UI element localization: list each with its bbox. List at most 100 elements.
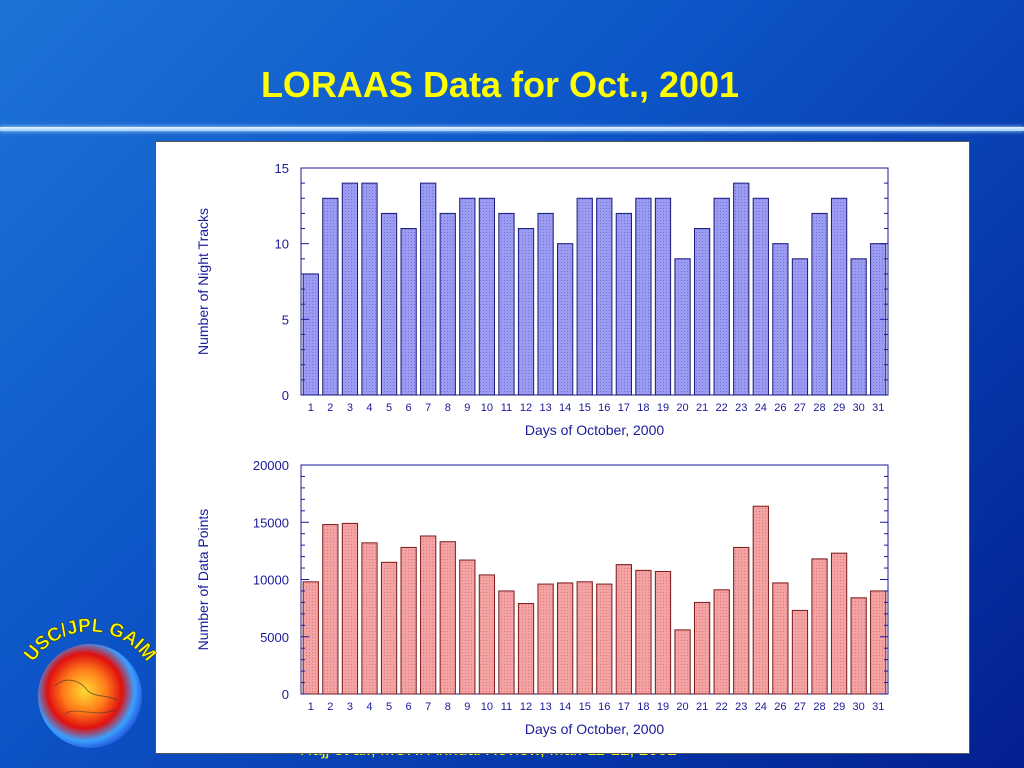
points-x-tick-label: 31 [872,701,884,713]
data-points-chart: 1 2 3 4 5 6 7 8 9 10 11 12 13 14 15 16 17 18 19 20 21 22 23 24 2… [195,458,889,737]
points-y-tick-label: 5000 [260,630,289,645]
tracks-bar [811,212,828,396]
points-x-tick-label: 20 [676,701,688,713]
tracks-bar [380,212,398,396]
points-y-axis-label: Number of Data Points [195,509,211,651]
points-x-tick-label: 4 [366,701,372,713]
points-bar [302,581,319,695]
tracks-x-tick-label: 22 [716,402,728,414]
tracks-bar [674,258,691,396]
tracks-x-tick-label: 13 [539,402,551,414]
points-bar [400,546,417,695]
points-bar [850,597,867,695]
tracks-bar [439,212,456,396]
tracks-x-tick-label: 3 [347,402,353,414]
tracks-bar [322,197,339,396]
globe-icon [38,644,142,748]
points-x-tick-label: 10 [481,701,493,713]
points-x-tick-label: 6 [406,701,412,713]
tracks-bar [557,243,574,396]
points-x-tick-label: 19 [657,701,669,713]
points-bar [380,561,398,695]
tracks-bar [635,197,652,396]
tracks-bar [733,182,750,396]
tracks-bar [341,182,359,396]
tracks-x-tick-label: 17 [618,402,630,414]
tracks-x-tick-label: 8 [445,402,451,414]
tracks-bar [772,243,789,396]
points-x-tick-label: 15 [579,701,591,713]
points-bar [811,558,828,695]
points-x-tick-label: 8 [445,701,451,713]
points-bar [733,546,750,695]
tracks-x-tick-label: 16 [598,402,610,414]
tracks-bar [713,197,730,396]
points-x-tick-label: 22 [716,701,728,713]
points-bar [615,564,632,695]
points-x-tick-label: 21 [696,701,708,713]
points-x-tick-label: 16 [598,701,610,713]
points-bar [654,570,672,695]
points-x-tick-label: 28 [813,701,825,713]
tracks-bar [459,197,476,396]
points-x-tick-label: 23 [735,701,747,713]
points-bar [498,590,515,695]
tracks-plot-frame [300,167,889,396]
tracks-bar [654,197,672,396]
tracks-y-tick-label: 10 [275,237,289,252]
tracks-bar [537,212,554,396]
points-x-tick-label: 7 [425,701,431,713]
points-bar [772,582,789,695]
tracks-x-tick-label: 20 [676,402,688,414]
tracks-x-tick-label: 9 [464,402,470,414]
tracks-x-tick-label: 12 [520,402,532,414]
points-bar [713,589,730,695]
points-bar [791,609,809,695]
points-bar [557,582,574,695]
tracks-bar [400,228,417,396]
points-y-tick-label: 20000 [253,458,289,473]
points-bar [674,629,691,695]
tracks-x-tick-label: 2 [327,402,333,414]
tracks-bar [478,197,496,396]
points-x-tick-label: 1 [308,701,314,713]
points-x-tick-label: 14 [559,701,571,713]
points-bar [517,603,535,695]
tracks-y-tick-label: 5 [282,312,289,327]
tracks-x-tick-label: 31 [872,402,884,414]
tracks-x-tick-label: 29 [833,402,845,414]
tracks-bar [361,182,378,396]
points-x-tick-label: 27 [794,701,806,713]
tracks-y-tick-label: 15 [275,161,289,176]
tracks-x-tick-label: 27 [794,402,806,414]
title-divider [0,127,1024,131]
tracks-x-tick-label: 23 [735,402,747,414]
points-x-tick-label: 29 [833,701,845,713]
points-bar [830,552,848,695]
points-x-tick-label: 5 [386,701,392,713]
tracks-x-tick-label: 21 [696,402,708,414]
tracks-bar [830,197,848,396]
points-bar [420,535,437,695]
tracks-x-tick-label: 11 [501,402,512,414]
tracks-bar [615,212,632,396]
tracks-bar [576,197,593,396]
points-bar [693,601,711,695]
tracks-x-tick-label: 30 [853,402,865,414]
points-bar [361,542,378,695]
tracks-bar [302,273,319,396]
points-x-tick-label: 12 [520,701,532,713]
points-y-tick-label: 10000 [253,573,289,588]
points-bar [576,581,593,695]
points-y-tick-label: 0 [282,687,289,702]
points-bar [752,505,769,695]
tracks-y-axis-label: Number of Night Tracks [195,208,211,355]
tracks-x-tick-label: 7 [425,402,431,414]
tracks-x-axis-label: Days of October, 2000 [525,422,665,438]
points-x-axis-label: Days of October, 2000 [525,721,665,737]
tracks-x-tick-label: 4 [366,402,372,414]
points-x-tick-label: 30 [853,701,865,713]
points-bar [341,522,359,695]
points-bar [537,583,554,695]
points-bar [439,541,456,695]
